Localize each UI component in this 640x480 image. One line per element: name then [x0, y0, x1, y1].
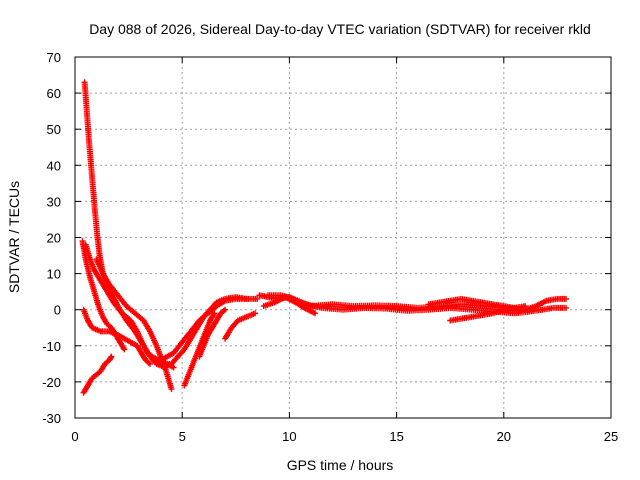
x-tick-label: 15 — [389, 429, 403, 444]
tick-labels: 0 5 10 15 20 25 -30 -20 -10 0 10 20 30 40 50 60 70 — [42, 50, 618, 444]
x-tick-label: 10 — [282, 429, 296, 444]
data-marks — [80, 306, 153, 367]
x-tick-label: 0 — [71, 429, 78, 444]
axis-ticks — [74, 56, 612, 419]
series-arc-16 — [425, 295, 518, 311]
chart-title: Day 088 of 2026, Sidereal Day-to-day VTE… — [89, 21, 591, 37]
y-tick-label: 60 — [47, 86, 61, 101]
x-tick-label: 25 — [604, 429, 618, 444]
y-tick-label: 30 — [47, 194, 61, 209]
y-tick-label: -30 — [42, 411, 61, 426]
y-tick-label: 0 — [54, 303, 61, 318]
data-marks — [265, 292, 569, 317]
data-marks — [196, 306, 229, 360]
data-points — [79, 79, 569, 396]
series-arc-10 — [196, 306, 229, 360]
series-arc-2 — [79, 238, 128, 353]
y-tick-label: -10 — [42, 339, 61, 354]
data-marks — [222, 310, 259, 342]
y-tick-label: 10 — [47, 267, 61, 282]
x-axis-label: GPS time / hours — [287, 457, 394, 473]
x-tick-label: 20 — [497, 429, 511, 444]
data-marks — [168, 294, 250, 367]
y-tick-label: 40 — [47, 158, 61, 173]
series-arc-8 — [168, 294, 250, 367]
data-marks — [79, 238, 128, 353]
series-arc-5 — [80, 306, 153, 367]
y-tick-label: 70 — [47, 50, 61, 65]
y-tick-label: 20 — [47, 231, 61, 246]
data-marks — [80, 353, 115, 396]
series-arc-6 — [80, 353, 115, 396]
series-arc-11 — [222, 310, 259, 342]
data-marks — [181, 310, 218, 389]
data-marks — [425, 295, 518, 311]
y-tick-label: -20 — [42, 375, 61, 390]
y-tick-label: 50 — [47, 122, 61, 137]
series-arc-14 — [265, 292, 569, 317]
y-axis-label: SDTVAR / TECUs — [6, 181, 22, 293]
x-tick-label: 5 — [179, 429, 186, 444]
series-arc-9 — [181, 310, 218, 389]
